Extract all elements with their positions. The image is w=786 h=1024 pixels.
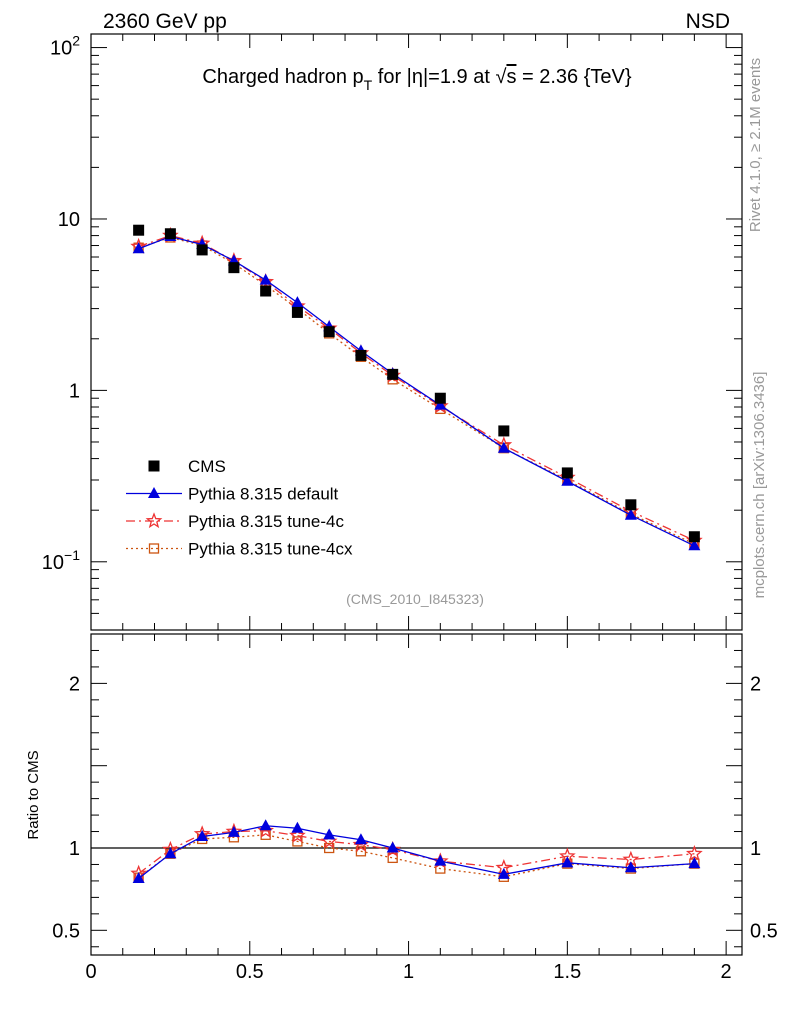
ratio-point-pythia-8-315-default [497,867,510,879]
ratio-point-pythia-8-315-tune-4c [384,840,402,857]
ratio-point-pythia-8-315-default [561,856,574,868]
ratio-point-pythia-8-315-default [164,847,177,859]
ratio-point-pythia-8-315-default [624,861,637,873]
data-point-pythia-8-315-default [561,474,574,486]
data-point-cms [164,228,176,240]
x-tick-label: 0 [85,961,96,983]
ratio-point-pythia-8-315-default [291,821,304,833]
legend-label-pythia-8-315-tune-4cx: Pythia 8.315 tune-4cx [188,540,353,559]
chart-title: Charged hadron pT for |η|=1.9 at √s = 2.… [202,66,631,93]
data-point-pythia-8-315-default [624,508,637,520]
ratio-point-pythia-8-315-default [434,854,447,866]
ratio-point-pythia-8-315-tune-4c [257,821,275,838]
ratio-point-pythia-8-315-default [227,825,240,837]
y-tick-label-ratio-left: 1 [69,838,80,860]
data-point-cms [561,467,573,479]
ratio-point-pythia-8-315-tune-4c [685,844,703,861]
ratio-axis-label: Ratio to CMS [25,750,42,839]
data-point-cms [323,326,335,338]
ratio-line-pythia-8-315-tune-4cx [138,834,695,879]
y-tick-label-top: 1 [69,380,80,402]
ratio-point-pythia-8-315-default [688,857,701,869]
rivet-version-label: Rivet 4.1.0, ≥ 2.1M events [747,58,764,232]
data-point-cms [355,349,367,361]
mcplots-reference-label: mcplots.cern.ch [arXiv:1306.3436] [751,372,768,599]
data-point-cms [260,285,272,297]
data-point-cms [196,244,208,256]
legend-marker-cms [148,460,160,472]
data-point-pythia-8-315-default [259,273,272,285]
ratio-point-pythia-8-315-default [323,828,336,840]
data-point-pythia-8-315-default [688,539,701,551]
legend: CMS Pythia 8.315 default Pythia 8.315 tune… [126,457,353,559]
x-tick-label: 0.5 [236,961,264,983]
y-tick-label-ratio-right: 2 [750,673,761,695]
legend-marker-pythia-8-315-tune-4c [145,512,163,529]
data-point-cms [498,425,510,437]
ratio-point-pythia-8-315-default [196,829,209,841]
legend-marker-pythia-8-315-tune-4cx [148,543,160,554]
y-tick-label-ratio-right: 0.5 [750,920,778,942]
y-tick-label-top: 102 [50,33,80,60]
x-tick-label: 1 [403,961,414,983]
data-point-cms [133,224,145,236]
ratio-panel-frame [90,633,743,956]
data-point-pythia-8-315-tune-4c [257,272,275,289]
y-tick-label-top: 10 [58,209,80,231]
series-line-pythia-8-315-tune-4cx [138,236,695,545]
analysis-id-watermark: (CMS_2010_I845323) [346,591,484,607]
ratio-line-pythia-8-315-tune-4c [138,830,695,875]
data-point-cms [688,531,700,543]
header-energy-label: 2360 GeV pp [103,10,227,33]
ratio-line-pythia-8-315-default [138,825,695,879]
series-line-pythia-8-315-tune-4c [138,234,695,542]
header-process-label: NSD [686,10,730,33]
data-point-cms [291,306,303,318]
main-panel-frame [90,33,743,631]
y-tick-label-top: 10−1 [42,547,80,574]
ratio-point-pythia-8-315-tune-4c [352,835,370,852]
main-series-group [130,224,703,551]
y-tick-label-ratio-left: 2 [69,673,80,695]
ratio-point-pythia-8-315-default [354,833,367,845]
y-tick-label-ratio-left: 0.5 [52,920,80,942]
data-point-pythia-8-315-default [291,296,304,308]
legend-label-pythia-8-315-tune-4c: Pythia 8.315 tune-4c [188,512,344,531]
ratio-point-pythia-8-315-default [386,841,399,853]
legend-label-cms: CMS [188,457,226,476]
data-point-pythia-8-315-default [434,398,447,410]
data-point-pythia-8-315-default [497,441,510,453]
ratio-point-pythia-8-315-default [132,871,145,883]
ratio-series-group [130,819,703,883]
data-point-cms [387,368,399,380]
x-tick-label: 2 [721,961,732,983]
data-point-cms [434,392,446,404]
ratio-point-pythia-8-315-tune-4c [289,826,306,843]
data-point-pythia-8-315-default [132,242,145,254]
data-point-cms [228,262,240,274]
x-tick-label: 1.5 [553,961,581,983]
ratio-point-pythia-8-315-default [259,819,272,831]
legend-label-pythia-8-315-default: Pythia 8.315 default [188,485,339,504]
legend-marker-pythia-8-315-default [148,487,160,498]
y-tick-label-ratio-right: 1 [750,838,761,860]
data-point-cms [625,499,637,511]
